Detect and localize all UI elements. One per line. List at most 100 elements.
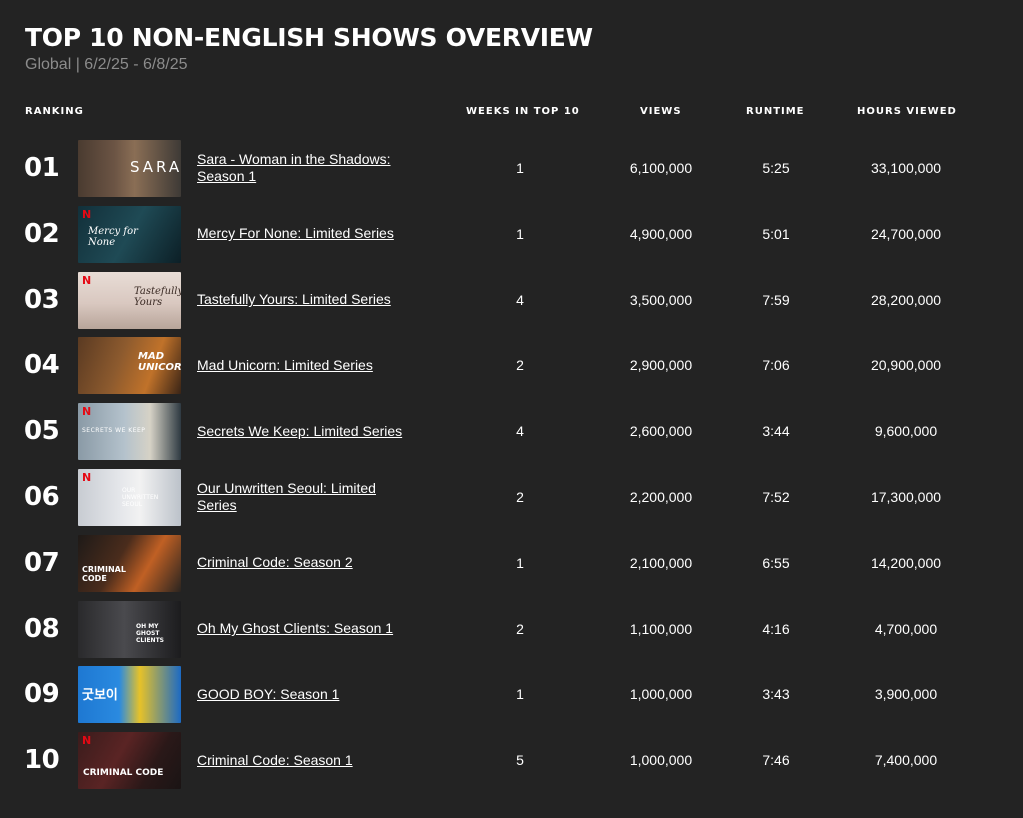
hours-viewed-value: 4,700,000 <box>874 620 938 637</box>
show-thumbnail[interactable]: N Tastefully Yours <box>78 271 181 329</box>
column-header-weeks: WEEKS IN TOP 10 <box>466 106 580 117</box>
views-value: 2,600,000 <box>629 423 693 440</box>
table-row: 06 N OUR UNWRITTEN SEOUL Our Unwritten S… <box>0 467 1023 533</box>
column-header-views: VIEWS <box>640 106 682 117</box>
hours-viewed-value: 33,100,000 <box>870 160 942 176</box>
show-title-link[interactable]: Sara - Woman in the Shadows: Season 1 <box>197 151 391 184</box>
rank-number: 03 <box>24 284 60 315</box>
weeks-in-top10: 4 <box>516 291 524 308</box>
views-value: 1,000,000 <box>629 752 693 769</box>
rank-number: 10 <box>24 745 60 776</box>
weeks-in-top10: 2 <box>516 357 524 374</box>
page-title: TOP 10 NON-ENGLISH SHOWS OVERVIEW <box>25 23 593 52</box>
show-thumbnail[interactable]: N OUR UNWRITTEN SEOUL <box>78 468 181 526</box>
views-value: 2,100,000 <box>629 554 693 571</box>
views-value: 2,900,000 <box>629 357 693 374</box>
views-value: 1,100,000 <box>629 620 693 637</box>
show-thumbnail[interactable]: SARA <box>78 140 181 197</box>
thumbnail-title: Mercy for None <box>88 225 138 248</box>
runtime-value: 7:59 <box>762 291 790 308</box>
show-thumbnail[interactable]: N CRIMINAL CODE <box>78 732 181 790</box>
netflix-logo-icon: N <box>82 405 92 419</box>
table-row: 04 MAD UNICORN Mad Unicorn: Limited Seri… <box>0 335 1023 401</box>
runtime-value: 7:46 <box>762 752 790 769</box>
hours-viewed-value: 20,900,000 <box>870 357 942 374</box>
views-value: 2,200,000 <box>629 488 693 505</box>
weeks-in-top10: 1 <box>516 160 524 176</box>
rank-number: 04 <box>24 350 60 381</box>
show-title-cell: GOOD BOY: Season 1 <box>197 664 412 724</box>
runtime-value: 5:25 <box>762 160 790 176</box>
thumbnail-title: SECRETS WE KEEP <box>82 427 146 435</box>
hours-viewed-value: 28,200,000 <box>870 291 942 308</box>
table-row: 08 OH MY GHOST CLIENTS Oh My Ghost Clien… <box>0 599 1023 665</box>
table-row: 10 N CRIMINAL CODE Criminal Code: Season… <box>0 730 1023 796</box>
views-value: 6,100,000 <box>629 160 693 176</box>
rank-number: 07 <box>24 547 60 578</box>
show-title-cell: Criminal Code: Season 1 <box>197 730 412 790</box>
thumbnail-title: OUR UNWRITTEN SEOUL <box>122 486 159 508</box>
runtime-value: 7:06 <box>762 357 790 374</box>
runtime-value: 3:43 <box>762 686 790 703</box>
table-row: 01 SARA Sara - Woman in the Shadows: Sea… <box>0 138 1023 204</box>
show-thumbnail[interactable]: N Mercy for None <box>78 205 181 263</box>
thumbnail-title: Tastefully Yours <box>134 285 181 308</box>
hours-viewed-value: 9,600,000 <box>874 423 938 440</box>
show-title-link[interactable]: Mad Unicorn: Limited Series <box>197 356 373 373</box>
hours-viewed-value: 14,200,000 <box>870 554 942 571</box>
table-row: 03 N Tastefully Yours Tastefully Yours: … <box>0 270 1023 336</box>
views-value: 1,000,000 <box>629 686 693 703</box>
show-title-cell: Oh My Ghost Clients: Season 1 <box>197 599 412 659</box>
rank-number: 08 <box>24 613 60 644</box>
netflix-logo-icon: N <box>82 207 92 221</box>
hours-viewed-value: 7,400,000 <box>874 752 938 769</box>
thumbnail-title: CRIMINAL CODE <box>82 564 126 583</box>
rankings-table: 01 SARA Sara - Woman in the Shadows: Sea… <box>0 138 1023 796</box>
netflix-logo-icon: N <box>82 273 92 287</box>
hours-viewed-value: 17,300,000 <box>870 488 942 505</box>
weeks-in-top10: 1 <box>516 686 524 703</box>
show-thumbnail[interactable]: 굿보이 <box>78 666 181 724</box>
weeks-in-top10: 5 <box>516 752 524 769</box>
hours-viewed-value: 24,700,000 <box>870 225 942 242</box>
show-title-cell: Our Unwritten Seoul: Limited Series <box>197 467 412 527</box>
thumbnail-title: 굿보이 <box>82 688 118 704</box>
weeks-in-top10: 1 <box>516 554 524 571</box>
show-title-cell: Mercy For None: Limited Series <box>197 204 412 264</box>
show-title-link[interactable]: Our Unwritten Seoul: Limited Series <box>197 479 376 513</box>
page-subtitle: Global | 6/2/25 - 6/8/25 <box>25 56 188 73</box>
table-row: 05 N SECRETS WE KEEP Secrets We Keep: Li… <box>0 401 1023 467</box>
views-value: 3,500,000 <box>629 291 693 308</box>
runtime-value: 6:55 <box>762 554 790 571</box>
show-thumbnail[interactable]: CRIMINAL CODE <box>78 534 181 592</box>
show-title-cell: Sara - Woman in the Shadows: Season 1 <box>197 138 412 198</box>
runtime-value: 5:01 <box>762 225 790 242</box>
views-value: 4,900,000 <box>629 225 693 242</box>
rank-number: 01 <box>24 153 60 183</box>
column-header-runtime: RUNTIME <box>746 106 805 117</box>
thumbnail-title: MAD UNICORN <box>138 351 181 374</box>
show-thumbnail[interactable]: N SECRETS WE KEEP <box>78 403 181 461</box>
column-header-ranking: RANKING <box>25 106 84 117</box>
runtime-value: 7:52 <box>762 488 790 505</box>
thumbnail-title: OH MY GHOST CLIENTS <box>136 622 164 644</box>
show-title-link[interactable]: Criminal Code: Season 2 <box>197 554 353 571</box>
show-title-cell: Tastefully Yours: Limited Series <box>197 270 412 330</box>
netflix-logo-icon: N <box>82 470 92 484</box>
table-row: 02 N Mercy for None Mercy For None: Limi… <box>0 204 1023 270</box>
show-title-cell: Mad Unicorn: Limited Series <box>197 335 412 395</box>
thumbnail-title: SARA <box>130 158 181 176</box>
show-title-link[interactable]: Tastefully Yours: Limited Series <box>197 291 391 308</box>
show-title-link[interactable]: Secrets We Keep: Limited Series <box>197 422 403 439</box>
show-thumbnail[interactable]: MAD UNICORN <box>78 337 181 395</box>
weeks-in-top10: 2 <box>516 488 524 505</box>
weeks-in-top10: 1 <box>516 225 524 242</box>
weeks-in-top10: 2 <box>516 620 524 637</box>
show-title-link[interactable]: Mercy For None: Limited Series <box>197 225 394 242</box>
rank-number: 05 <box>24 416 60 447</box>
show-title-link[interactable]: GOOD BOY: Season 1 <box>197 685 340 702</box>
show-thumbnail[interactable]: OH MY GHOST CLIENTS <box>78 600 181 658</box>
show-title-link[interactable]: Criminal Code: Season 1 <box>197 751 353 768</box>
netflix-logo-icon: N <box>82 734 92 748</box>
show-title-link[interactable]: Oh My Ghost Clients: Season 1 <box>197 620 394 637</box>
